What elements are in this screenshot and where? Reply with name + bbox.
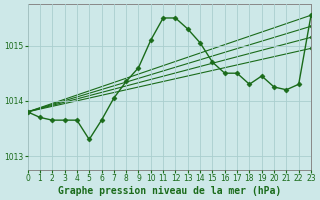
X-axis label: Graphe pression niveau de la mer (hPa): Graphe pression niveau de la mer (hPa) <box>58 186 281 196</box>
